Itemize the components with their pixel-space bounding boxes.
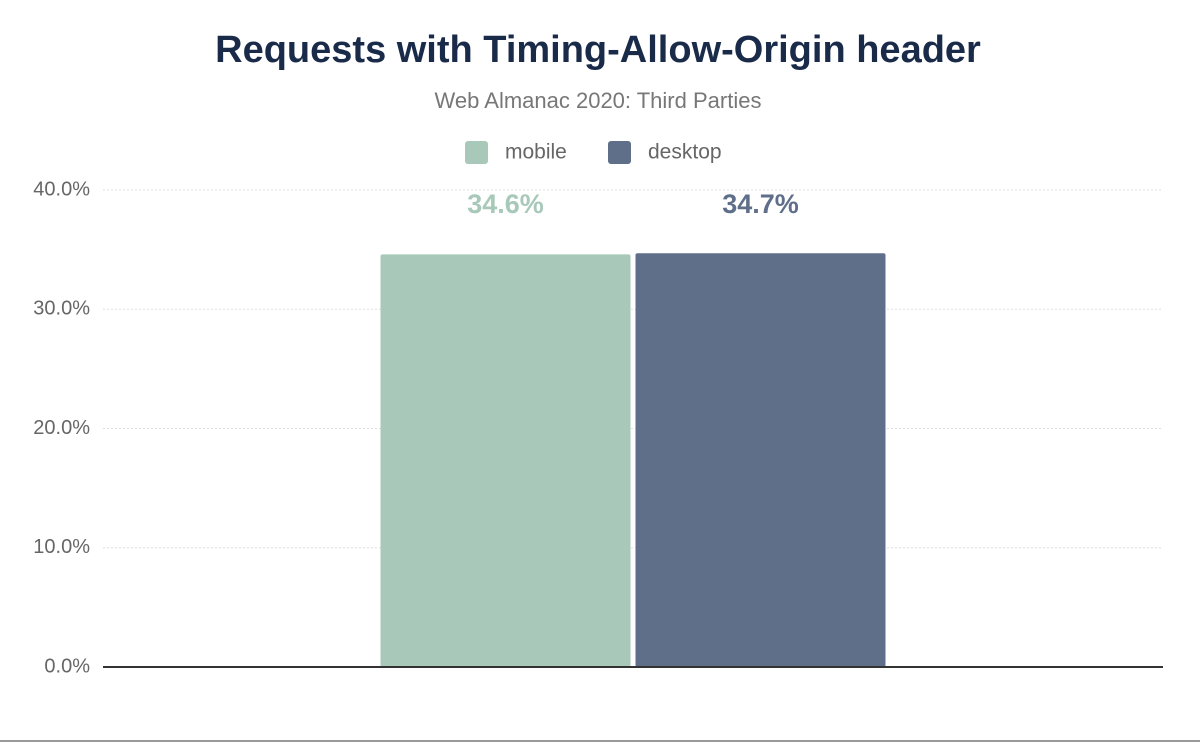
bar <box>380 254 631 667</box>
legend-swatch <box>465 141 488 164</box>
y-tick-label: 10.0% <box>33 536 90 558</box>
legend-swatch <box>608 141 631 164</box>
chart-subtitle: Web Almanac 2020: Third Parties <box>435 88 762 113</box>
legend-label: mobile <box>505 141 567 164</box>
y-tick-label: 20.0% <box>33 417 90 439</box>
bar <box>635 253 886 667</box>
y-tick-label: 0.0% <box>44 655 90 677</box>
y-tick-label: 30.0% <box>33 298 90 320</box>
y-tick-label: 40.0% <box>33 178 90 200</box>
chart-title: Requests with Timing-Allow-Origin header <box>215 29 981 71</box>
value-label: 34.7% <box>722 189 799 219</box>
value-label: 34.6% <box>467 189 544 219</box>
legend-label: desktop <box>648 141 722 164</box>
